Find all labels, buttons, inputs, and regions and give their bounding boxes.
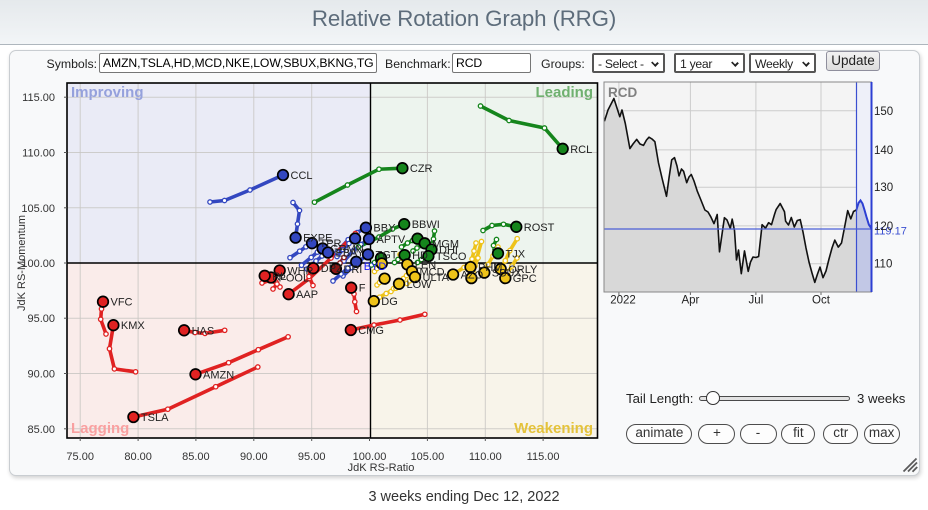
svg-text:75.00: 75.00 <box>66 451 94 463</box>
svg-text:MCD: MCD <box>420 266 445 278</box>
svg-text:TPR: TPR <box>320 238 342 250</box>
svg-text:DHI: DHI <box>439 245 458 257</box>
svg-text:95.00: 95.00 <box>298 451 326 463</box>
svg-text:TSCO: TSCO <box>436 251 467 263</box>
svg-text:HAS: HAS <box>192 325 215 337</box>
svg-text:AMZN: AMZN <box>203 369 234 381</box>
svg-text:115.00: 115.00 <box>527 451 560 463</box>
svg-text:LEN: LEN <box>415 259 436 271</box>
svg-text:VFC: VFC <box>111 297 133 309</box>
svg-text:SBUX: SBUX <box>492 268 523 280</box>
svg-text:105.00: 105.00 <box>411 451 445 463</box>
svg-text:TGT: TGT <box>376 249 398 261</box>
svg-text:WHR: WHR <box>287 266 313 278</box>
svg-text:2022: 2022 <box>610 295 636 307</box>
svg-text:DG: DG <box>381 296 398 308</box>
svg-text:Apr: Apr <box>681 295 699 307</box>
svg-text:Lagging: Lagging <box>71 420 129 437</box>
svg-text:GRMN: GRMN <box>330 244 364 256</box>
svg-text:RL: RL <box>272 271 286 283</box>
svg-text:DPZ: DPZ <box>321 263 343 275</box>
svg-text:CZR: CZR <box>410 163 433 175</box>
svg-text:BBY: BBY <box>373 223 396 235</box>
svg-text:Weakening: Weakening <box>514 420 593 437</box>
svg-text:DRI: DRI <box>343 264 362 276</box>
svg-text:BBWI: BBWI <box>412 219 440 231</box>
svg-text:APTV: APTV <box>377 234 406 246</box>
svg-text:120: 120 <box>874 221 893 233</box>
svg-text:85.00: 85.00 <box>27 424 55 436</box>
svg-text:TJX: TJX <box>506 248 526 260</box>
svg-text:Oct: Oct <box>812 295 831 307</box>
svg-text:CCL: CCL <box>291 170 313 182</box>
svg-text:Leading: Leading <box>535 84 593 101</box>
svg-text:KMX: KMX <box>121 320 145 332</box>
svg-text:90.00: 90.00 <box>27 369 55 381</box>
svg-text:ROST: ROST <box>524 222 555 234</box>
svg-text:100.00: 100.00 <box>21 258 55 270</box>
svg-text:Improving: Improving <box>71 84 144 101</box>
svg-text:AZO: AZO <box>461 270 484 282</box>
svg-text:RCD: RCD <box>608 85 637 100</box>
svg-text:RCL: RCL <box>570 144 592 156</box>
svg-text:AAP: AAP <box>296 289 318 301</box>
svg-text:105.00: 105.00 <box>21 203 55 215</box>
svg-text:ULTA: ULTA <box>423 272 450 284</box>
svg-text:119.17: 119.17 <box>874 226 907 238</box>
svg-text:90.00: 90.00 <box>240 451 268 463</box>
svg-text:115.00: 115.00 <box>22 92 55 104</box>
svg-text:LOW: LOW <box>407 279 433 291</box>
svg-text:JdK RS-Ratio: JdK RS-Ratio <box>348 462 415 474</box>
svg-text:Jul: Jul <box>749 295 764 307</box>
svg-text:POOL: POOL <box>279 273 310 285</box>
svg-text:EBAY: EBAY <box>336 248 365 260</box>
svg-text:110.00: 110.00 <box>469 451 502 463</box>
svg-text:F: F <box>359 283 366 295</box>
svg-text:JdK RS-Momentum: JdK RS-Momentum <box>16 215 28 311</box>
svg-text:150: 150 <box>874 106 893 118</box>
svg-text:MGM: MGM <box>432 238 459 250</box>
svg-text:GPC: GPC <box>513 273 537 285</box>
svg-text:PHM: PHM <box>478 262 502 274</box>
svg-text:80.00: 80.00 <box>124 451 152 463</box>
svg-text:EXPE: EXPE <box>303 233 332 245</box>
svg-text:140: 140 <box>874 145 893 157</box>
svg-text:95.00: 95.00 <box>27 313 55 325</box>
svg-text:130: 130 <box>874 182 893 194</box>
svg-text:110: 110 <box>874 259 892 271</box>
svg-text:TSLA: TSLA <box>141 412 169 424</box>
svg-text:CMG: CMG <box>358 325 384 337</box>
svg-text:100.00: 100.00 <box>353 451 387 463</box>
svg-text:BYD: BYD <box>364 261 387 273</box>
svg-text:85.00: 85.00 <box>182 451 210 463</box>
svg-text:ORLY: ORLY <box>508 264 538 276</box>
svg-text:110.00: 110.00 <box>22 148 55 160</box>
svg-text:HD: HD <box>412 250 428 262</box>
